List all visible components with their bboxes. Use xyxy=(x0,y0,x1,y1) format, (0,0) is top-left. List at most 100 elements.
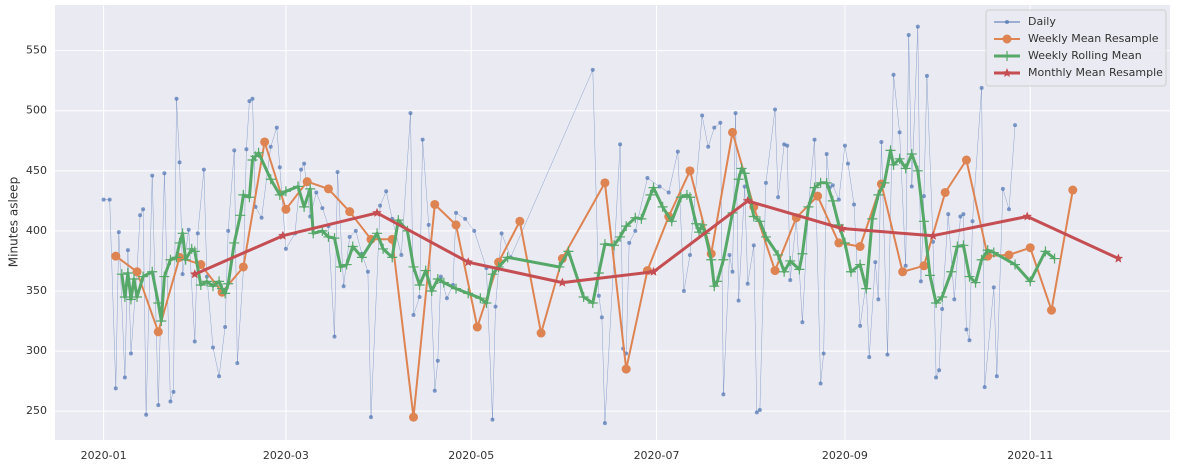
legend-label: Weekly Rolling Mean xyxy=(1028,49,1142,62)
point xyxy=(138,213,143,218)
point xyxy=(244,147,249,152)
point xyxy=(378,203,383,208)
point xyxy=(463,216,468,221)
point xyxy=(347,241,358,252)
legend-marker xyxy=(1005,20,1009,24)
point xyxy=(970,219,975,224)
point xyxy=(180,272,185,277)
point xyxy=(451,220,461,230)
point xyxy=(253,147,264,158)
point xyxy=(952,297,957,302)
point xyxy=(238,262,248,272)
point xyxy=(739,168,750,179)
point xyxy=(733,111,738,116)
point xyxy=(174,96,179,101)
point xyxy=(201,167,206,172)
point xyxy=(1068,185,1078,195)
point xyxy=(937,292,948,303)
point xyxy=(515,216,525,226)
y-tick-label: 450 xyxy=(26,164,47,177)
point xyxy=(128,351,133,356)
point xyxy=(481,298,492,309)
point xyxy=(113,386,118,391)
point xyxy=(302,177,312,187)
point xyxy=(821,177,832,188)
point xyxy=(754,216,765,227)
x-tick-label: 2020-03 xyxy=(263,449,309,462)
point xyxy=(223,278,234,289)
point xyxy=(909,184,914,189)
point xyxy=(162,171,167,176)
point xyxy=(697,219,708,230)
point xyxy=(387,252,398,263)
point xyxy=(132,267,142,277)
x-tick-label: 2020-07 xyxy=(634,449,680,462)
point xyxy=(341,284,346,289)
point xyxy=(842,143,847,148)
point xyxy=(159,271,170,282)
point xyxy=(600,178,610,188)
point xyxy=(718,254,729,265)
point xyxy=(861,283,872,294)
point xyxy=(964,271,975,282)
point xyxy=(958,214,963,219)
point xyxy=(417,295,422,300)
point xyxy=(365,269,370,274)
point xyxy=(876,297,881,302)
x-tick-label: 2020-11 xyxy=(1007,449,1053,462)
point xyxy=(116,269,127,280)
point xyxy=(554,261,565,272)
point xyxy=(378,243,389,254)
point xyxy=(347,234,352,239)
point xyxy=(171,389,176,394)
point xyxy=(928,230,938,240)
point xyxy=(754,410,759,415)
point xyxy=(687,252,692,257)
point xyxy=(633,228,638,233)
point xyxy=(684,192,695,203)
point xyxy=(839,237,850,248)
point xyxy=(885,352,890,357)
point xyxy=(785,255,796,266)
point xyxy=(214,276,225,287)
point xyxy=(900,163,911,174)
point xyxy=(946,212,951,217)
point xyxy=(277,165,282,170)
point xyxy=(138,271,149,282)
point xyxy=(891,72,896,77)
point xyxy=(329,233,340,244)
point xyxy=(207,281,218,292)
point xyxy=(454,210,459,215)
point xyxy=(345,207,355,217)
point xyxy=(821,351,826,356)
point xyxy=(706,254,717,265)
point xyxy=(599,239,610,250)
point xyxy=(934,375,939,380)
point xyxy=(712,125,717,130)
point xyxy=(356,252,367,263)
point xyxy=(845,266,856,277)
point xyxy=(921,194,926,199)
point xyxy=(244,192,255,203)
point xyxy=(897,130,902,135)
point xyxy=(438,277,449,288)
point xyxy=(280,186,291,197)
point xyxy=(265,174,276,185)
point xyxy=(368,415,373,420)
point xyxy=(217,374,222,379)
point xyxy=(487,269,498,280)
point xyxy=(1006,207,1011,212)
point xyxy=(107,197,112,202)
point xyxy=(691,218,702,229)
point xyxy=(153,327,163,337)
point xyxy=(432,273,443,284)
point xyxy=(557,277,568,287)
point xyxy=(353,228,358,233)
point xyxy=(192,339,197,344)
legend-box xyxy=(985,9,1167,87)
point xyxy=(813,191,823,201)
point xyxy=(101,197,106,202)
point xyxy=(493,304,498,309)
point xyxy=(855,242,865,252)
point xyxy=(867,213,878,224)
